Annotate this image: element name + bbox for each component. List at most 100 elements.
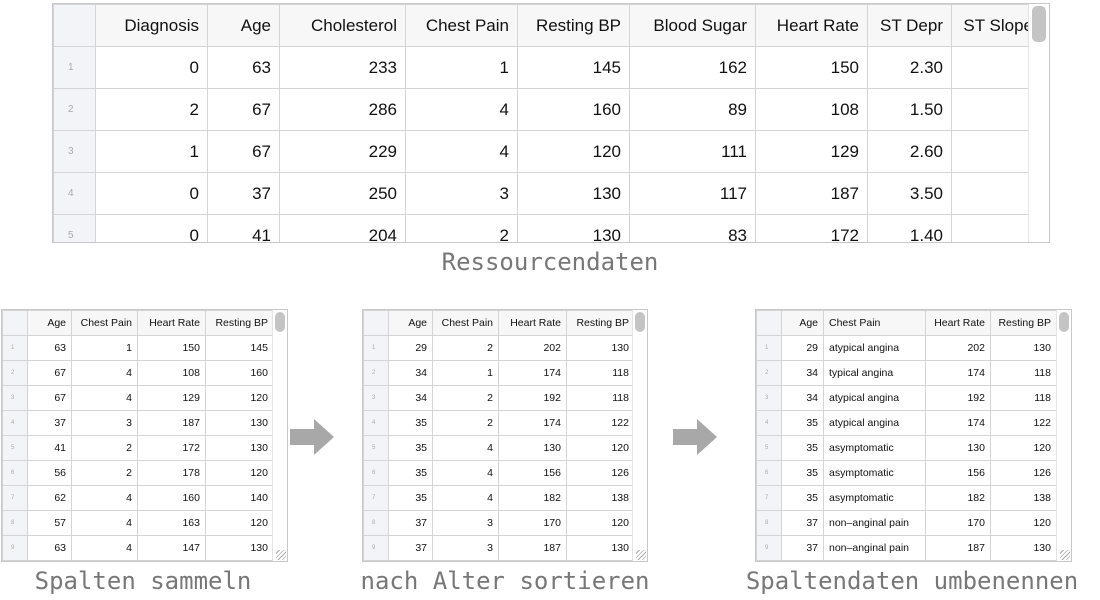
table-cell[interactable]: 3	[432, 535, 499, 561]
row-number[interactable]: 4	[2, 410, 28, 436]
row-number[interactable]: 3	[2, 385, 28, 411]
table-cell[interactable]: 4	[405, 88, 518, 131]
table-cell[interactable]: 57	[27, 510, 72, 536]
table-cell[interactable]: 160	[517, 88, 630, 131]
table-cell[interactable]: 2	[95, 88, 208, 131]
column-header[interactable]: Heart Rate	[925, 310, 991, 336]
row-number[interactable]: 6	[756, 460, 782, 486]
table-cell[interactable]: 29	[388, 335, 433, 361]
row-number[interactable]: 4	[756, 410, 782, 436]
table-cell[interactable]: 63	[207, 46, 280, 89]
table-cell[interactable]: 3.50	[867, 172, 952, 215]
table-cell[interactable]: 35	[781, 460, 824, 486]
table-cell[interactable]: 2	[432, 335, 499, 361]
column-header[interactable]: Diagnosis	[95, 4, 208, 47]
scrollbar[interactable]	[632, 310, 647, 561]
table-cell[interactable]: 35	[781, 485, 824, 511]
table-cell[interactable]: 37	[781, 510, 824, 536]
column-header[interactable]: Heart Rate	[137, 310, 206, 336]
row-number[interactable]: 2	[2, 360, 28, 386]
column-header[interactable]: Chest Pain	[823, 310, 926, 336]
table-cell[interactable]: 120	[205, 510, 274, 536]
row-number[interactable]: 1	[2, 335, 28, 361]
table-cell[interactable]: 41	[27, 435, 72, 461]
table-cell[interactable]: 63	[27, 535, 72, 561]
table-cell[interactable]: 229	[279, 130, 406, 173]
table-cell[interactable]: 130	[990, 335, 1057, 361]
table-cell[interactable]: 130	[517, 172, 630, 215]
table-cell[interactable]: 174	[925, 410, 991, 436]
table-cell[interactable]: 2	[432, 410, 499, 436]
table-cell[interactable]: 122	[566, 410, 635, 436]
table-cell[interactable]: 34	[781, 385, 824, 411]
table-cell[interactable]: 174	[498, 410, 567, 436]
table-cell[interactable]: 233	[279, 46, 406, 89]
table-cell[interactable]: 37	[388, 510, 433, 536]
column-header[interactable]: ST Slope	[951, 4, 1042, 47]
row-number[interactable]: 4	[53, 172, 96, 215]
scrollbar[interactable]	[1028, 4, 1049, 242]
table-cell[interactable]: 4	[405, 130, 518, 173]
scrollbar-thumb[interactable]	[275, 312, 285, 332]
column-header[interactable]: Resting BP	[517, 4, 630, 47]
table-cell[interactable]: typical angina	[823, 360, 926, 386]
renamed-column-data-table[interactable]: Age Chest Pain Heart Rate Resting BP 1 29 atyp…	[755, 309, 1072, 562]
table-cell[interactable]: 83	[629, 214, 756, 242]
scrollbar-thumb[interactable]	[1032, 6, 1046, 42]
column-header[interactable]: Age	[27, 310, 72, 336]
table-cell[interactable]: 29	[781, 335, 824, 361]
table-cell[interactable]: 192	[498, 385, 567, 411]
table-cell[interactable]: 192	[925, 385, 991, 411]
column-header[interactable]: Age	[388, 310, 433, 336]
scrollbar[interactable]	[1056, 310, 1071, 561]
table-cell[interactable]: 1	[405, 46, 518, 89]
scrollbar-thumb[interactable]	[635, 312, 645, 332]
scrollbar[interactable]	[272, 310, 287, 561]
column-header[interactable]: Age	[781, 310, 824, 336]
table-cell[interactable]: 150	[755, 46, 868, 89]
table-cell[interactable]: 67	[207, 88, 280, 131]
table-cell[interactable]: 202	[498, 335, 567, 361]
table-cell[interactable]: 120	[566, 510, 635, 536]
table-cell[interactable]	[951, 214, 1042, 242]
table-cell[interactable]: 37	[27, 410, 72, 436]
table-cell[interactable]: asymptomatic	[823, 460, 926, 486]
row-number[interactable]: 3	[53, 130, 96, 173]
table-cell[interactable]: 2	[405, 214, 518, 242]
scrollbar-thumb[interactable]	[1059, 312, 1069, 332]
table-cell[interactable]: 0	[95, 214, 208, 242]
table-cell[interactable]: 187	[925, 535, 991, 561]
table-cell[interactable]: 120	[990, 510, 1057, 536]
table-cell[interactable]: asymptomatic	[823, 485, 926, 511]
table-cell[interactable]: 187	[498, 535, 567, 561]
table-cell[interactable]: 138	[990, 485, 1057, 511]
table-cell[interactable]: 120	[990, 435, 1057, 461]
table-cell[interactable]: 67	[27, 360, 72, 386]
table-cell[interactable]: 3	[405, 172, 518, 215]
row-number[interactable]: 5	[2, 435, 28, 461]
table-cell[interactable]: 126	[566, 460, 635, 486]
table-cell[interactable]: 130	[566, 335, 635, 361]
row-number[interactable]: 4	[363, 410, 389, 436]
table-cell[interactable]: 3	[71, 410, 138, 436]
table-cell[interactable]: 129	[755, 130, 868, 173]
table-cell[interactable]: atypical angina	[823, 335, 926, 361]
row-number[interactable]: 9	[363, 535, 389, 561]
table-cell[interactable]: 63	[27, 335, 72, 361]
row-number[interactable]: 5	[363, 435, 389, 461]
table-cell[interactable]: 2.30	[867, 46, 952, 89]
table-cell[interactable]: 1	[432, 360, 499, 386]
table-cell[interactable]: 2	[71, 460, 138, 486]
table-cell[interactable]: 286	[279, 88, 406, 131]
table-cell[interactable]: 108	[755, 88, 868, 131]
row-number[interactable]: 1	[363, 335, 389, 361]
table-cell[interactable]: 187	[137, 410, 206, 436]
table-cell[interactable]: 130	[205, 535, 274, 561]
table-cell[interactable]: 170	[498, 510, 567, 536]
table-cell[interactable]: 120	[205, 460, 274, 486]
table-cell[interactable]: 108	[137, 360, 206, 386]
table-cell[interactable]: 118	[990, 360, 1057, 386]
sorted-by-age-table[interactable]: Age Chest Pain Heart Rate Resting BP 1 29 2 202…	[362, 309, 648, 562]
table-cell[interactable]: 130	[566, 535, 635, 561]
table-cell[interactable]: 89	[629, 88, 756, 131]
